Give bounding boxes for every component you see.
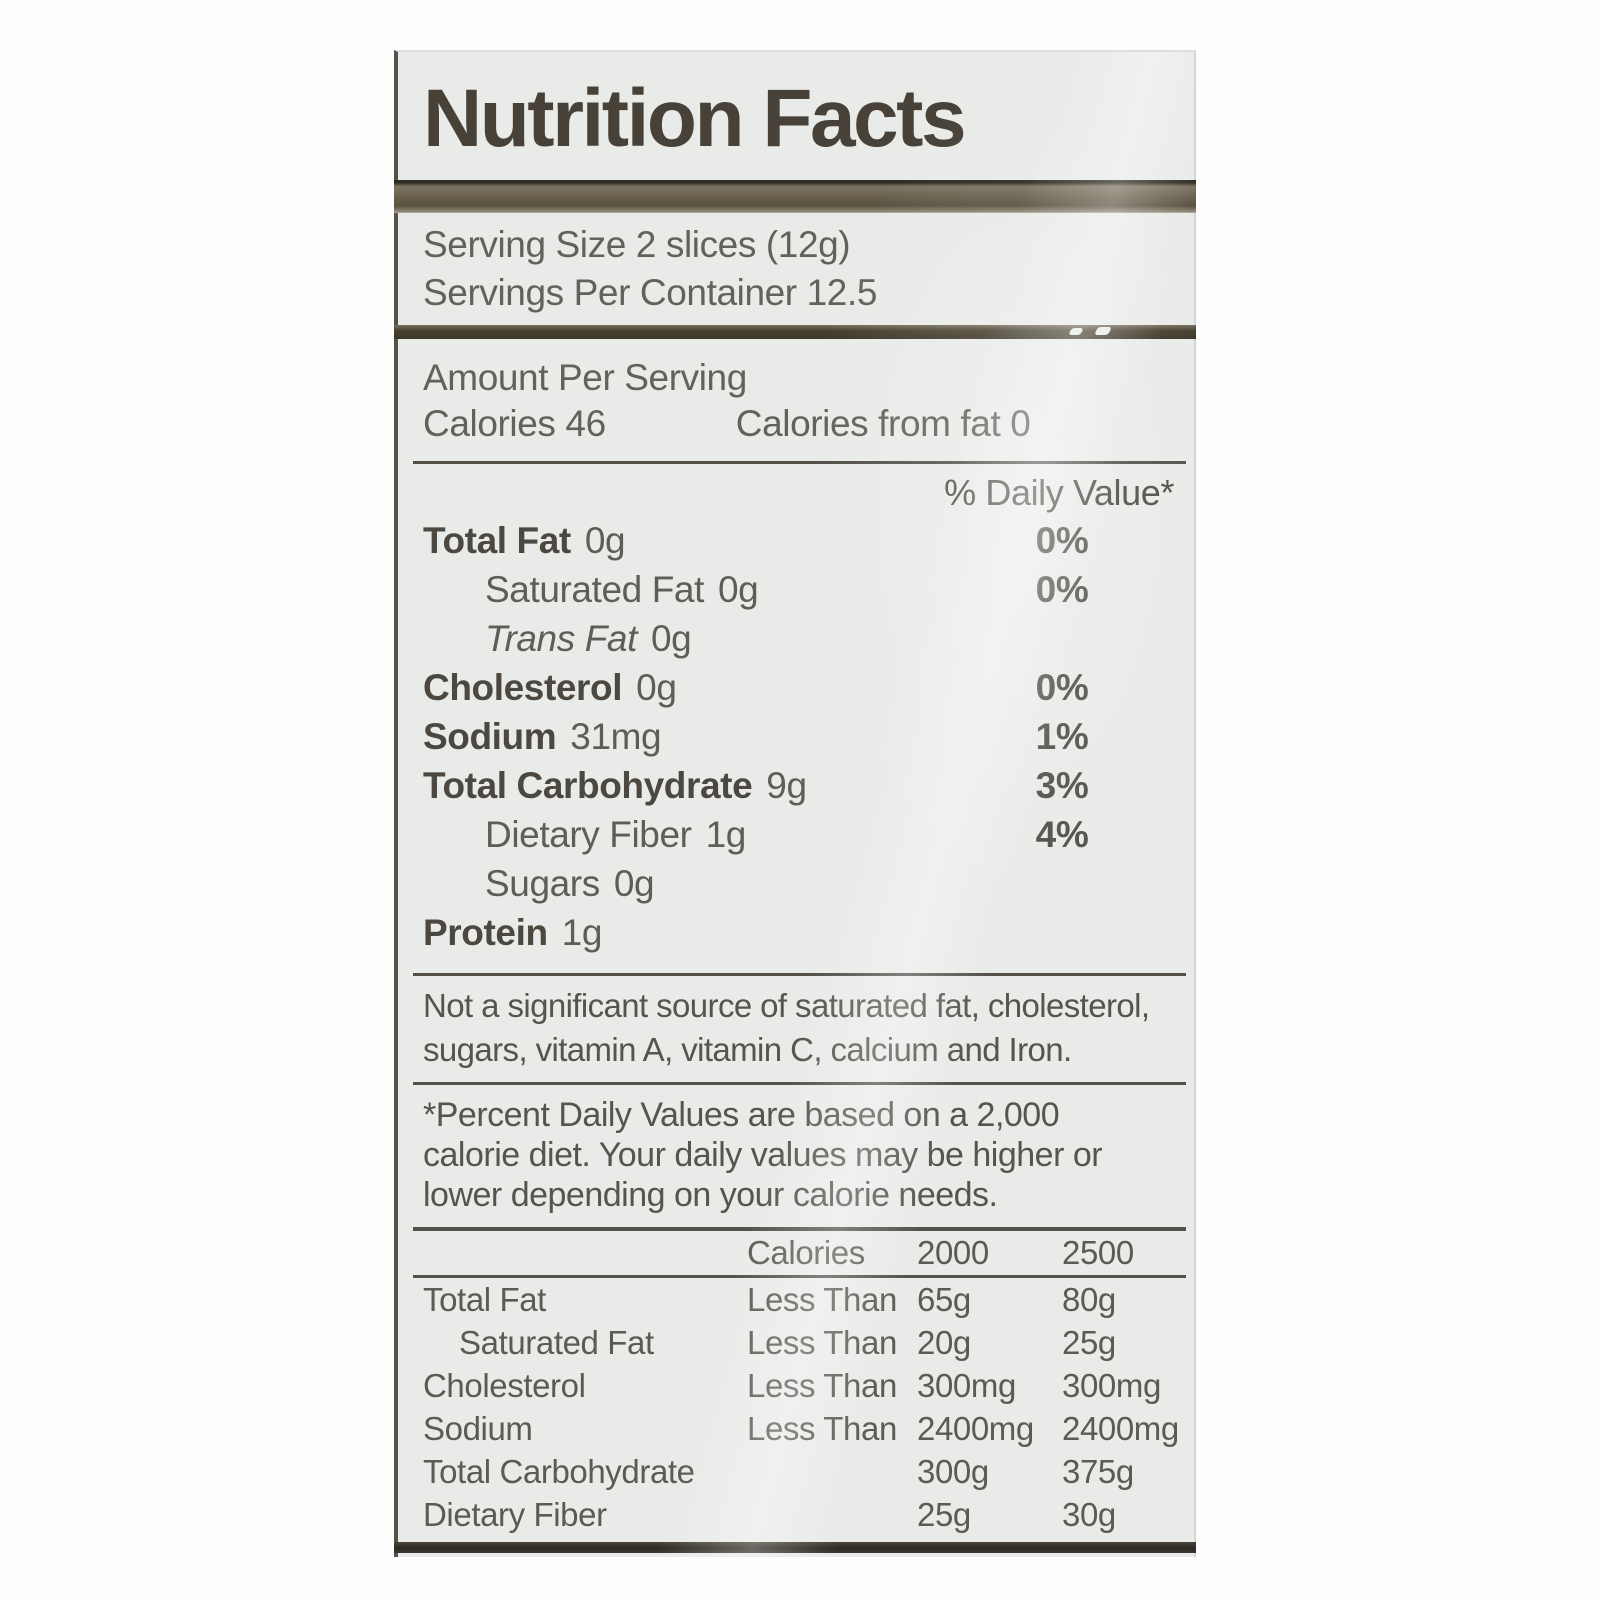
nutrient-name: Protein — [423, 912, 548, 953]
daily-value-footnote: *Percent Daily Values are based on a 2,0… — [423, 1096, 1103, 1214]
nutrient-name: Total Carbohydrate — [423, 765, 753, 806]
nutrient-daily-value: 4% — [1035, 814, 1089, 855]
nutrient-name: Dietary Fiber — [485, 814, 692, 855]
separator-rule — [413, 461, 1186, 464]
bottom-border-bar — [394, 1542, 1196, 1553]
reference-row-cholesterol: Cholesterol Less Than 300mg 300mg — [423, 1367, 1161, 1404]
separator-rule — [413, 1275, 1186, 1278]
reference-row-dietary-fiber: Dietary Fiber 25g 30g — [423, 1496, 1116, 1533]
nutrient-rows: Total Fat 0g 0% Saturated Fat 0g 0% Trans Fa… — [423, 516, 1180, 957]
header-2500: 2500 — [1062, 1234, 1134, 1271]
nutrition-facts-label: Nutrition Facts Serving Size 2 slices (1… — [394, 50, 1196, 1557]
amount-per-serving-section: Amount Per Serving Calories 46 Calories … — [423, 339, 1180, 461]
nutrient-row-trans-fat: Trans Fat 0g — [423, 614, 1180, 663]
separator-rule — [413, 1082, 1186, 1085]
nutrient-name: Sodium — [423, 716, 557, 757]
nutrient-amount: 0g — [718, 569, 759, 610]
calories-value: Calories 46 — [423, 403, 606, 444]
calories-from-fat-value: Calories from fat 0 — [735, 403, 1031, 444]
nutrient-amount: 0g — [613, 863, 655, 904]
label-title: Nutrition Facts — [423, 73, 967, 164]
nutrient-row-sodium: Sodium 31mg 1% — [423, 712, 1180, 761]
nutrient-row-cholesterol: Cholesterol 0g 0% — [423, 663, 1180, 712]
medium-separator-bar — [394, 325, 1196, 339]
amount-per-serving-text: Amount Per Serving — [423, 357, 747, 398]
nutrient-daily-value: 1% — [1035, 716, 1089, 757]
nutrient-daily-value: 0% — [1035, 667, 1089, 708]
serving-size-text: Serving Size 2 slices (12g) — [423, 224, 851, 265]
nutrient-name: Sugars — [485, 863, 600, 904]
nutrient-amount: 1g — [705, 814, 747, 855]
thick-separator-bar — [394, 180, 1196, 213]
nutrient-row-protein: Protein 1g — [423, 908, 1180, 957]
servings-per-container-text: Servings Per Container 12.5 — [423, 272, 878, 313]
nutrient-row-saturated-fat: Saturated Fat 0g 0% — [423, 565, 1180, 614]
nutrient-amount: 0g — [636, 667, 677, 708]
nutrient-row-total-carbohydrate: Total Carbohydrate 9g 3% — [423, 761, 1180, 810]
reference-row-saturated-fat: Saturated Fat Less Than 20g 25g — [459, 1324, 1116, 1361]
nutrient-row-total-fat: Total Fat 0g 0% — [423, 516, 1180, 565]
reference-row-total-carbohydrate: Total Carbohydrate 300g 375g — [423, 1453, 1134, 1490]
separator-rule — [413, 973, 1186, 976]
reference-row-total-fat: Total Fat Less Than 65g 80g — [423, 1281, 1116, 1318]
nutrient-daily-value: 0% — [1035, 569, 1089, 610]
calories-row: Calories 46 Calories from fat 0 — [423, 401, 1180, 447]
nutrient-amount: 31mg — [570, 716, 662, 757]
separator-rule — [413, 1227, 1186, 1231]
header-calories: Calories — [747, 1234, 865, 1271]
nutrient-amount: 0g — [650, 618, 692, 659]
nutrient-name: Saturated Fat — [485, 569, 704, 610]
reference-row-sodium: Sodium Less Than 2400mg 2400mg — [423, 1410, 1179, 1447]
nutrient-row-dietary-fiber: Dietary Fiber 1g 4% — [423, 810, 1180, 859]
nutrient-name: Trans Fat — [485, 618, 637, 659]
nutrient-amount: 9g — [766, 765, 807, 806]
reference-values-table: Calories 2000 2500 Total Fat Less Than 6… — [413, 1231, 1186, 1536]
nutrient-daily-value: 0% — [1035, 520, 1089, 561]
nutrient-daily-value: 3% — [1035, 765, 1089, 806]
nutrient-row-sugars: Sugars 0g — [423, 859, 1180, 908]
nutrient-amount: 1g — [561, 912, 603, 953]
reference-table-header: Calories 2000 2500 — [423, 1231, 1180, 1275]
header-2000: 2000 — [917, 1234, 989, 1271]
serving-section: Serving Size 2 slices (12g) Servings Per… — [423, 213, 1180, 321]
not-significant-note: Not a significant source of saturated fa… — [423, 987, 1150, 1068]
nutrient-amount: 0g — [584, 520, 626, 561]
photo-glare-artifact — [1068, 327, 1116, 336]
daily-value-header: % Daily Value* — [944, 472, 1174, 513]
nutrient-name: Cholesterol — [423, 667, 623, 708]
nutrient-name: Total Fat — [423, 520, 571, 561]
